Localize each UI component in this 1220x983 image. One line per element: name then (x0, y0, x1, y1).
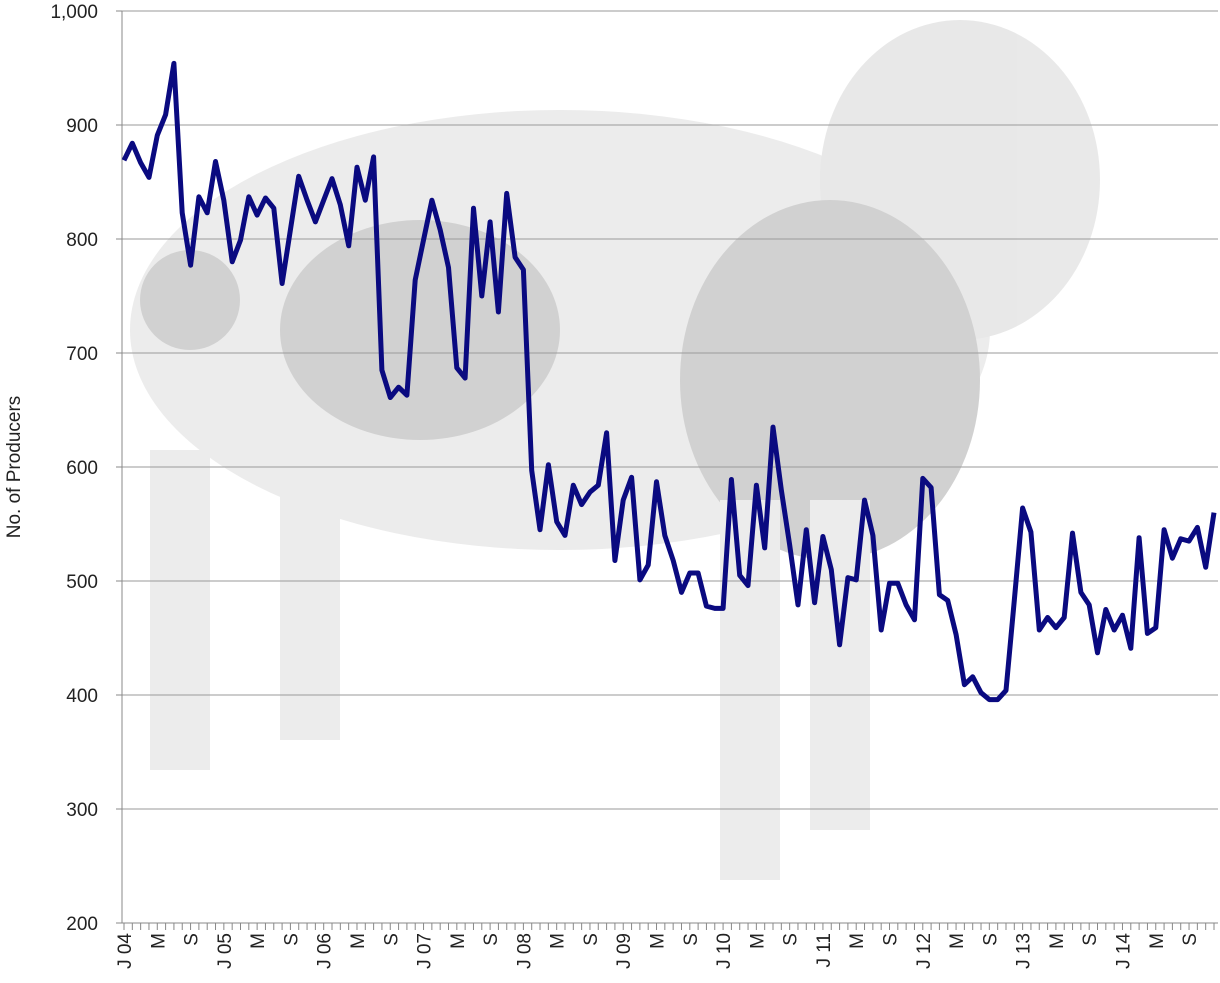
y-axis-title: No. of Producers (4, 396, 25, 539)
x-tick-label: M (747, 933, 768, 949)
x-tick-label: M (248, 933, 269, 949)
x-tick-label: J 06 (315, 933, 336, 969)
x-tick-label: J 05 (215, 933, 236, 969)
y-tick-label: 300 (66, 800, 98, 821)
x-tick-label: S (1080, 933, 1101, 946)
x-tick-label: J 13 (1014, 933, 1035, 969)
x-tick-label: J 12 (914, 933, 935, 969)
data-line (121, 60, 1217, 703)
x-tick-label: J 14 (1113, 933, 1134, 969)
x-tick-label: S (781, 933, 802, 946)
y-tick-label: 700 (66, 344, 98, 365)
x-tick-label: J 04 (115, 933, 136, 969)
x-tick-label: S (381, 933, 402, 946)
x-tick-label: S (980, 933, 1001, 946)
x-tick-label: M (148, 933, 169, 949)
y-tick-label: 500 (66, 572, 98, 593)
x-tick-label: J 07 (415, 933, 436, 969)
y-tick-label: 900 (66, 116, 98, 137)
x-tick-label: S (681, 933, 702, 946)
y-tick-label: 1,000 (50, 2, 98, 23)
x-tick-label: S (281, 933, 302, 946)
x-tick-label: M (1047, 933, 1068, 949)
x-tick-label: M (1147, 933, 1168, 949)
x-tick-label: J 08 (514, 933, 535, 969)
x-tick-label: S (880, 933, 901, 946)
x-tick-label: J 09 (614, 933, 635, 969)
y-tick-label: 800 (66, 230, 98, 251)
x-tick-label: J 11 (814, 933, 835, 968)
y-tick-label: 600 (66, 458, 98, 479)
y-tick-label: 400 (66, 686, 98, 707)
x-tick-label: S (481, 933, 502, 946)
y-tick-label: 200 (66, 914, 98, 935)
x-tick-label: M (947, 933, 968, 949)
x-tick-label: M (348, 933, 369, 949)
x-tick-label: M (548, 933, 569, 949)
x-tick-label: J 10 (714, 933, 735, 969)
x-tick-label: S (1180, 933, 1201, 946)
x-tick-label: S (182, 933, 203, 946)
x-tick-label: M (448, 933, 469, 949)
x-tick-label: S (581, 933, 602, 946)
x-tick-label: M (648, 933, 669, 949)
x-tick-label: M (847, 933, 868, 949)
cow-background (130, 20, 1100, 880)
